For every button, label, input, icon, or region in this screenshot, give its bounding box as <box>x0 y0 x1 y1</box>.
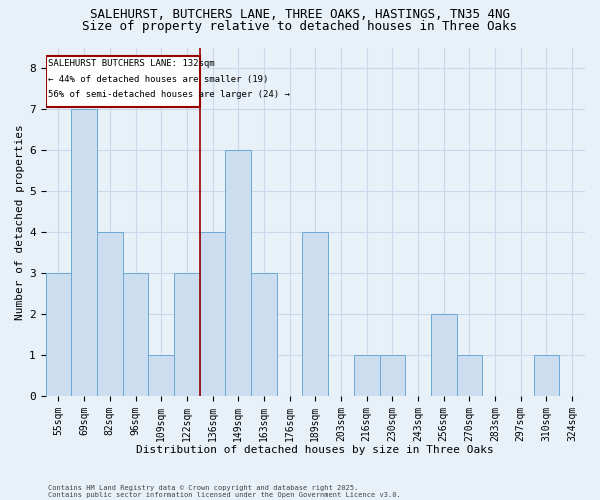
Bar <box>251 273 277 396</box>
Bar <box>46 56 200 107</box>
Text: Size of property relative to detached houses in Three Oaks: Size of property relative to detached ho… <box>83 20 517 33</box>
Bar <box>174 273 200 396</box>
Text: SALEHURST, BUTCHERS LANE, THREE OAKS, HASTINGS, TN35 4NG: SALEHURST, BUTCHERS LANE, THREE OAKS, HA… <box>90 8 510 20</box>
Bar <box>533 355 559 396</box>
Y-axis label: Number of detached properties: Number of detached properties <box>15 124 25 320</box>
Bar <box>226 150 251 396</box>
X-axis label: Distribution of detached houses by size in Three Oaks: Distribution of detached houses by size … <box>136 445 494 455</box>
Text: ← 44% of detached houses are smaller (19): ← 44% of detached houses are smaller (19… <box>48 74 269 84</box>
Bar <box>302 232 328 396</box>
Bar <box>71 109 97 396</box>
Text: Contains public sector information licensed under the Open Government Licence v3: Contains public sector information licen… <box>48 492 401 498</box>
Text: Contains HM Land Registry data © Crown copyright and database right 2025.: Contains HM Land Registry data © Crown c… <box>48 485 358 491</box>
Bar <box>431 314 457 396</box>
Bar <box>122 273 148 396</box>
Bar <box>354 355 380 396</box>
Bar <box>457 355 482 396</box>
Text: SALEHURST BUTCHERS LANE: 132sqm: SALEHURST BUTCHERS LANE: 132sqm <box>48 59 215 68</box>
Bar <box>200 232 226 396</box>
Text: 56% of semi-detached houses are larger (24) →: 56% of semi-detached houses are larger (… <box>48 90 290 99</box>
Bar <box>97 232 122 396</box>
Bar <box>380 355 405 396</box>
Bar <box>46 273 71 396</box>
Bar <box>148 355 174 396</box>
